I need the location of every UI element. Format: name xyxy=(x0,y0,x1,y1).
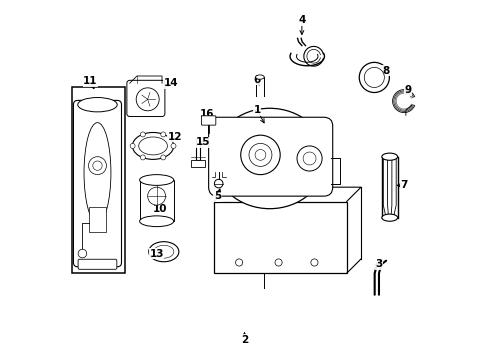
Circle shape xyxy=(171,143,176,148)
Ellipse shape xyxy=(139,216,173,226)
Ellipse shape xyxy=(213,108,325,209)
Text: 5: 5 xyxy=(214,191,221,201)
Ellipse shape xyxy=(381,214,397,221)
Circle shape xyxy=(235,259,242,266)
Circle shape xyxy=(78,249,86,258)
Circle shape xyxy=(303,152,315,165)
Circle shape xyxy=(255,149,265,160)
Ellipse shape xyxy=(139,175,173,185)
Ellipse shape xyxy=(153,245,174,258)
Text: 11: 11 xyxy=(83,76,97,86)
FancyBboxPatch shape xyxy=(73,100,121,267)
Bar xyxy=(72,87,124,273)
Text: 1: 1 xyxy=(253,105,260,115)
Circle shape xyxy=(240,135,280,175)
FancyBboxPatch shape xyxy=(201,116,215,125)
Circle shape xyxy=(147,187,165,205)
Ellipse shape xyxy=(359,62,388,93)
Ellipse shape xyxy=(255,75,264,79)
FancyBboxPatch shape xyxy=(214,202,346,273)
Bar xyxy=(89,207,106,232)
FancyBboxPatch shape xyxy=(126,80,164,117)
Bar xyxy=(190,159,204,167)
Circle shape xyxy=(136,88,159,111)
Circle shape xyxy=(310,259,317,266)
Text: 8: 8 xyxy=(382,66,389,76)
Text: 7: 7 xyxy=(400,180,407,190)
Ellipse shape xyxy=(78,98,117,112)
Circle shape xyxy=(274,259,282,266)
Text: 16: 16 xyxy=(199,109,214,119)
Ellipse shape xyxy=(132,132,173,159)
Text: 3: 3 xyxy=(375,259,382,269)
Text: 13: 13 xyxy=(149,248,163,258)
Ellipse shape xyxy=(139,137,167,155)
Text: 15: 15 xyxy=(196,138,210,147)
Text: 2: 2 xyxy=(241,334,247,345)
Bar xyxy=(139,180,173,221)
Circle shape xyxy=(248,143,271,166)
Ellipse shape xyxy=(84,123,111,223)
Text: 9: 9 xyxy=(403,85,410,95)
Ellipse shape xyxy=(381,153,397,160)
Circle shape xyxy=(130,143,135,148)
Ellipse shape xyxy=(364,67,384,87)
Text: 4: 4 xyxy=(298,15,305,26)
Circle shape xyxy=(296,146,322,171)
FancyBboxPatch shape xyxy=(208,117,332,196)
Circle shape xyxy=(161,132,165,137)
Circle shape xyxy=(93,161,102,170)
Circle shape xyxy=(140,155,145,160)
FancyBboxPatch shape xyxy=(78,259,117,269)
Ellipse shape xyxy=(148,242,179,262)
Circle shape xyxy=(88,157,106,175)
Text: 10: 10 xyxy=(153,204,167,214)
Text: 6: 6 xyxy=(253,75,260,85)
Circle shape xyxy=(161,155,165,160)
Circle shape xyxy=(140,132,145,137)
Circle shape xyxy=(214,179,223,188)
Text: 14: 14 xyxy=(163,78,178,88)
Text: 12: 12 xyxy=(167,132,182,142)
